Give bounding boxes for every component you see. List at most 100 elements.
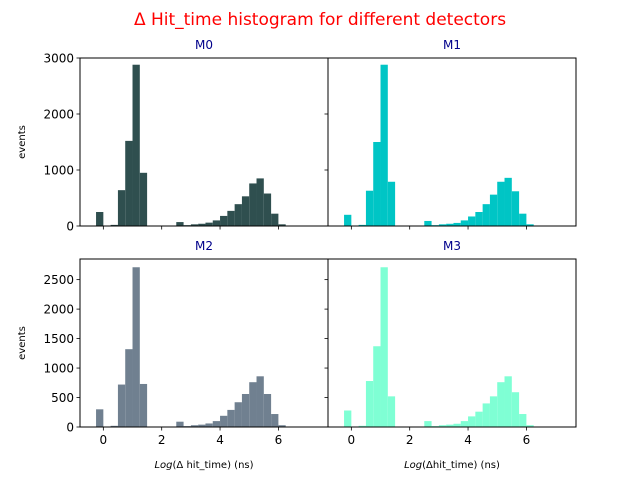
axes-frame (327, 57, 577, 227)
y-axis-label: events (17, 125, 28, 159)
histogram-bar (380, 267, 388, 427)
histogram-bar (460, 421, 469, 427)
histogram-bar (220, 415, 228, 427)
histogram-bar (358, 224, 366, 226)
histogram-bar (460, 220, 469, 226)
histogram-bar (227, 409, 235, 427)
histogram-bar (234, 204, 242, 226)
histogram-bar (387, 396, 396, 427)
histogram-bar (249, 382, 257, 427)
histogram-bar (358, 425, 366, 427)
histogram-bar (198, 424, 206, 427)
histogram-bar (278, 224, 286, 226)
histogram-bar (489, 396, 498, 427)
histogram-bar (511, 392, 520, 427)
histogram-bar (263, 393, 272, 427)
x-tick-label: 6 (523, 433, 531, 447)
y-tick-label: 3000 (43, 52, 74, 66)
y-tick-label: 1000 (43, 362, 74, 376)
histogram-bar (220, 215, 228, 226)
histogram-bar (256, 178, 264, 226)
histogram-bar (176, 222, 184, 226)
figure-title: Δ Hit_time histogram for different detec… (134, 10, 506, 30)
histogram-bar (205, 423, 213, 427)
x-tick-label: 2 (406, 433, 414, 447)
histogram-bar (132, 64, 140, 226)
histogram-bar (489, 194, 498, 226)
histogram-bar (475, 212, 483, 226)
axes-frame (79, 258, 329, 428)
subplot-title: M3 (443, 239, 461, 253)
histogram-bar (373, 346, 381, 427)
y-tick-label: 1000 (43, 164, 74, 178)
histogram-bar (110, 224, 118, 226)
histogram-bar (424, 220, 432, 226)
histogram-bar (278, 425, 286, 427)
y-tick-label: 1500 (43, 332, 74, 346)
histogram-bar (241, 196, 250, 226)
subplot-m3: M3 0 2 4 6 Log(Δhit_time) (ns) (324, 239, 577, 471)
histogram-bar (117, 384, 126, 427)
histogram-bar (271, 414, 279, 427)
histogram-bar (365, 190, 374, 226)
histogram-bar (482, 403, 490, 427)
x-tick-label: 0 (100, 433, 108, 447)
histogram-bar (190, 224, 199, 226)
histogram-bar (271, 213, 279, 226)
histogram-bar (96, 212, 104, 226)
histogram-bar (344, 214, 352, 226)
histogram-bar (387, 181, 396, 226)
histogram-bar (176, 421, 184, 427)
histogram-bar (241, 393, 250, 427)
x-tick-label: 0 (348, 433, 356, 447)
y-tick-label: 2000 (43, 108, 74, 122)
histogram-bar (212, 220, 221, 226)
histogram-bar (380, 64, 388, 226)
y-axis-label: events (17, 326, 28, 360)
subplot-m0: M0 0 1000 2000 3000 events (17, 38, 329, 234)
histogram-bar (227, 210, 235, 226)
x-tick-label: 2 (158, 433, 166, 447)
histogram-bar (263, 193, 272, 226)
axes-frame (327, 258, 577, 428)
histogram-bar (446, 223, 454, 226)
histogram-bar (132, 267, 140, 427)
x-axis-label: Log(Δ hit_time) (ns) (154, 460, 253, 471)
histogram-bar (504, 376, 512, 427)
x-axis-label: Log(Δhit_time) (ns) (404, 460, 500, 471)
axes-frame (79, 57, 329, 227)
y-tick-label: 2500 (43, 273, 74, 287)
subplot-m2: M2 0 500 1000 1500 2000 2500 0 2 4 6 events Log(Δ hi… (17, 239, 329, 471)
y-tick-label: 2000 (43, 303, 74, 317)
histogram-bar (453, 222, 461, 226)
histogram-bar (373, 142, 381, 226)
histogram-bar (475, 411, 483, 427)
x-tick-label: 6 (275, 433, 283, 447)
y-tick-label: 0 (66, 220, 74, 234)
histogram-bar (504, 177, 512, 226)
histogram-bar (519, 213, 527, 226)
subplot-title: M0 (195, 38, 213, 52)
histogram-bar (190, 425, 199, 427)
histogram-bar (468, 216, 476, 226)
histogram-bar (446, 424, 454, 427)
histogram-bar (139, 383, 148, 427)
histogram-bar (198, 223, 206, 226)
histogram-bar (468, 416, 476, 427)
histogram-bar (438, 425, 447, 427)
histogram-bar (497, 181, 505, 226)
subplot-title: M2 (195, 239, 213, 253)
subplot-m1: M1 (324, 38, 577, 230)
axes-layer: M0 0 1000 2000 3000 events M1 M2 0 500 1000 1500 200… (17, 38, 577, 471)
histogram-bar (212, 421, 221, 427)
y-tick-label: 500 (51, 391, 74, 405)
histogram-bar (438, 224, 447, 226)
histogram-bar (110, 425, 118, 427)
x-tick-label: 4 (464, 433, 472, 447)
histogram-bar (125, 349, 133, 427)
histogram-bar (344, 410, 352, 427)
histogram-bar (526, 224, 534, 226)
histogram-bar (526, 425, 534, 427)
subplot-title: M1 (443, 38, 461, 52)
